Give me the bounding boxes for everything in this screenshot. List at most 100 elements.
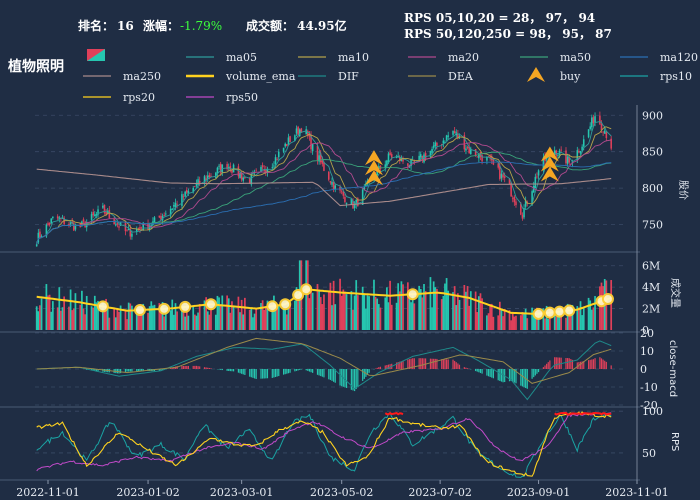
price-tick-label: 800 xyxy=(642,182,663,195)
ma20-line xyxy=(36,139,612,245)
volume-highlight xyxy=(179,300,192,313)
volume-bar xyxy=(400,281,403,330)
candle-body xyxy=(163,215,165,216)
dea-line xyxy=(36,337,612,384)
volume-bar xyxy=(521,312,524,330)
volume-tick-label: 0 xyxy=(642,324,649,337)
volume-bar xyxy=(218,297,220,330)
legend: ma05 ma10 ma20 ma50 ma120 ma250 volume_ema DIF D… xyxy=(83,49,698,104)
volume-bar xyxy=(365,308,367,330)
candle-body xyxy=(395,156,398,158)
volume-bar xyxy=(558,310,561,330)
candle-body xyxy=(218,165,220,167)
candle-body xyxy=(424,152,427,159)
candle-body xyxy=(453,130,456,134)
rps-axis-label: RPS xyxy=(669,432,680,451)
buy-marker xyxy=(364,150,383,166)
volume-bar xyxy=(216,295,219,330)
volume-bar xyxy=(214,314,217,330)
volume-bar xyxy=(240,299,243,330)
volume-bar xyxy=(147,312,149,330)
volume-bar xyxy=(511,312,514,330)
volume-bar xyxy=(587,297,590,330)
volume-bar xyxy=(129,303,132,330)
macd-tick-label: -10 xyxy=(640,381,658,394)
legend-label: volume_ema xyxy=(225,70,296,83)
candle-body xyxy=(50,218,53,224)
candle-body xyxy=(581,146,583,151)
volume-bar xyxy=(163,316,166,330)
candle-body xyxy=(398,156,401,162)
candle-body xyxy=(566,156,569,164)
volume-bar xyxy=(566,303,569,330)
volume-bar xyxy=(97,300,99,330)
volume-bar xyxy=(253,313,256,330)
volume-bar xyxy=(158,303,161,330)
candle-body xyxy=(387,153,390,163)
volume-bar xyxy=(68,306,70,330)
candle-body xyxy=(503,176,506,179)
volume-bar xyxy=(255,308,258,330)
volume-bar xyxy=(503,308,506,330)
candle-body xyxy=(35,244,38,247)
volume-bar xyxy=(582,307,585,330)
volume-bar xyxy=(432,281,435,330)
candle-body xyxy=(97,209,99,215)
volume-bar xyxy=(386,287,388,330)
candle-body xyxy=(127,228,130,230)
legend-label: ma10 xyxy=(338,51,369,64)
macd-axis-label: close-macd xyxy=(667,340,678,397)
volume-bar xyxy=(434,287,437,330)
volume-bar xyxy=(526,318,529,330)
volume-bar xyxy=(366,295,369,330)
volume-bar xyxy=(413,303,416,330)
candle-body xyxy=(365,183,367,187)
candle-body xyxy=(342,192,345,196)
volume-ema-line xyxy=(36,288,612,315)
candle-body xyxy=(432,145,435,148)
volume-bar xyxy=(344,291,346,330)
volume-bar xyxy=(592,307,595,330)
candle-body xyxy=(277,151,280,158)
volume-bar xyxy=(350,291,353,330)
volume-bar xyxy=(306,260,309,330)
candle-body xyxy=(602,131,604,133)
legend-label: ma20 xyxy=(448,51,479,64)
volume-bar xyxy=(79,304,82,330)
volume-bar xyxy=(544,318,546,330)
volume-bar xyxy=(84,314,86,330)
volume-bar xyxy=(39,305,41,330)
candle-body xyxy=(289,136,291,142)
volume-bar xyxy=(56,307,59,330)
candle-body xyxy=(226,164,228,170)
volume-bar xyxy=(610,280,613,330)
legend-label: buy xyxy=(560,70,581,83)
candle-body xyxy=(187,191,190,194)
volume-bar xyxy=(424,291,427,330)
ma120-line xyxy=(36,161,612,245)
volume-bar xyxy=(457,293,459,330)
legend-item-candles xyxy=(87,49,105,61)
volume-bar xyxy=(266,300,269,330)
volume-bar xyxy=(239,312,241,330)
candle-body xyxy=(273,165,275,167)
candle-body xyxy=(600,124,603,131)
candle-body xyxy=(560,149,562,151)
volume-bar xyxy=(447,290,450,330)
turnover-label: 成交额： xyxy=(246,18,294,33)
volume-bar xyxy=(105,298,107,330)
candle-body xyxy=(244,177,246,179)
sector-name: 植物照明 xyxy=(7,58,64,75)
volume-bar xyxy=(534,313,537,330)
volume-bar xyxy=(589,300,592,330)
volume-bar xyxy=(486,315,488,330)
candle-body xyxy=(452,130,454,135)
candle-body xyxy=(524,200,527,207)
candle-body xyxy=(436,142,438,146)
candle-body xyxy=(384,164,387,168)
candle-body xyxy=(557,155,559,156)
volume-bar xyxy=(271,306,274,330)
volume-bar xyxy=(545,305,548,330)
volume-bar xyxy=(250,308,253,330)
